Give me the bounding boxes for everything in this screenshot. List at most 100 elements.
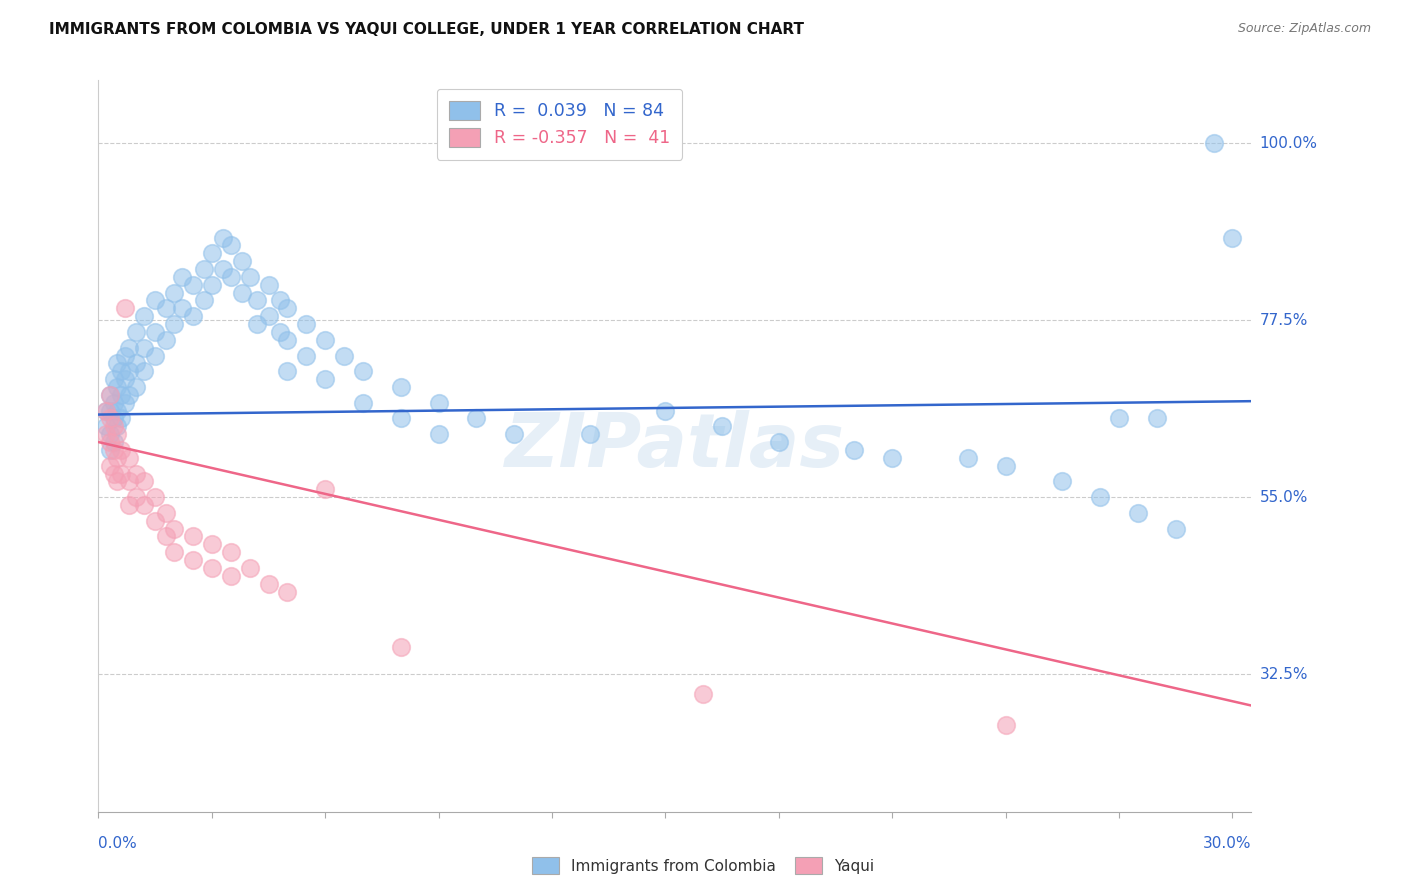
Point: [231, 254, 253, 268]
Text: ZIPatlas: ZIPatlas: [505, 409, 845, 483]
Point: [692, 687, 714, 701]
Point: [125, 380, 148, 394]
Point: [257, 277, 280, 292]
Point: [118, 475, 141, 489]
Point: [181, 529, 204, 543]
Point: [994, 458, 1017, 473]
Point: [212, 230, 235, 244]
Point: [110, 388, 132, 402]
Point: [143, 514, 166, 528]
Point: [1202, 136, 1225, 151]
Point: [768, 435, 790, 450]
Point: [103, 467, 125, 481]
Point: [114, 372, 136, 386]
Point: [314, 333, 336, 347]
Point: [155, 301, 177, 316]
Legend: Immigrants from Colombia, Yaqui: Immigrants from Colombia, Yaqui: [526, 851, 880, 880]
Point: [201, 277, 224, 292]
Point: [219, 568, 242, 582]
Point: [125, 467, 148, 481]
Point: [276, 333, 298, 347]
Point: [98, 458, 121, 473]
Point: [181, 277, 204, 292]
Point: [110, 411, 132, 425]
Point: [246, 293, 269, 308]
Text: 55.0%: 55.0%: [1260, 490, 1308, 505]
Point: [110, 467, 132, 481]
Point: [711, 419, 734, 434]
Point: [314, 372, 336, 386]
Point: [295, 317, 318, 331]
Point: [333, 349, 356, 363]
Point: [125, 356, 148, 370]
Point: [314, 482, 336, 496]
Point: [163, 545, 186, 559]
Point: [94, 403, 117, 417]
Point: [579, 427, 602, 442]
Point: [98, 411, 121, 425]
Point: [1164, 522, 1187, 536]
Point: [994, 718, 1017, 732]
Point: [110, 364, 132, 378]
Point: [193, 293, 215, 308]
Point: [98, 442, 121, 457]
Point: [170, 269, 193, 284]
Point: [212, 262, 235, 277]
Point: [155, 529, 177, 543]
Text: 77.5%: 77.5%: [1260, 313, 1308, 327]
Point: [427, 427, 450, 442]
Text: 30.0%: 30.0%: [1204, 836, 1251, 851]
Point: [181, 553, 204, 567]
Point: [143, 349, 166, 363]
Point: [118, 388, 141, 402]
Point: [1088, 490, 1111, 504]
Point: [219, 238, 242, 252]
Point: [125, 325, 148, 339]
Point: [114, 301, 136, 316]
Point: [118, 364, 141, 378]
Point: [389, 380, 412, 394]
Point: [98, 435, 121, 450]
Point: [143, 325, 166, 339]
Point: [239, 269, 262, 284]
Point: [105, 419, 128, 434]
Text: 32.5%: 32.5%: [1260, 666, 1308, 681]
Point: [427, 396, 450, 410]
Point: [181, 310, 204, 324]
Point: [98, 427, 121, 442]
Point: [1108, 411, 1130, 425]
Point: [844, 442, 866, 457]
Point: [295, 349, 318, 363]
Point: [465, 411, 488, 425]
Point: [193, 262, 215, 277]
Point: [389, 411, 412, 425]
Point: [1146, 411, 1168, 425]
Point: [94, 427, 117, 442]
Point: [118, 450, 141, 465]
Point: [94, 403, 117, 417]
Point: [503, 427, 526, 442]
Point: [276, 364, 298, 378]
Point: [98, 388, 121, 402]
Legend: R =  0.039   N = 84, R = -0.357   N =  41: R = 0.039 N = 84, R = -0.357 N = 41: [437, 89, 682, 160]
Point: [1126, 506, 1149, 520]
Point: [276, 301, 298, 316]
Point: [118, 498, 141, 512]
Point: [1222, 230, 1244, 244]
Point: [219, 269, 242, 284]
Point: [163, 285, 186, 300]
Point: [201, 561, 224, 575]
Point: [110, 442, 132, 457]
Point: [132, 341, 155, 355]
Point: [132, 310, 155, 324]
Point: [103, 396, 125, 410]
Text: IMMIGRANTS FROM COLOMBIA VS YAQUI COLLEGE, UNDER 1 YEAR CORRELATION CHART: IMMIGRANTS FROM COLOMBIA VS YAQUI COLLEG…: [49, 22, 804, 37]
Point: [269, 293, 291, 308]
Point: [94, 419, 117, 434]
Point: [98, 403, 121, 417]
Point: [118, 341, 141, 355]
Point: [132, 364, 155, 378]
Point: [105, 450, 128, 465]
Point: [257, 310, 280, 324]
Point: [105, 403, 128, 417]
